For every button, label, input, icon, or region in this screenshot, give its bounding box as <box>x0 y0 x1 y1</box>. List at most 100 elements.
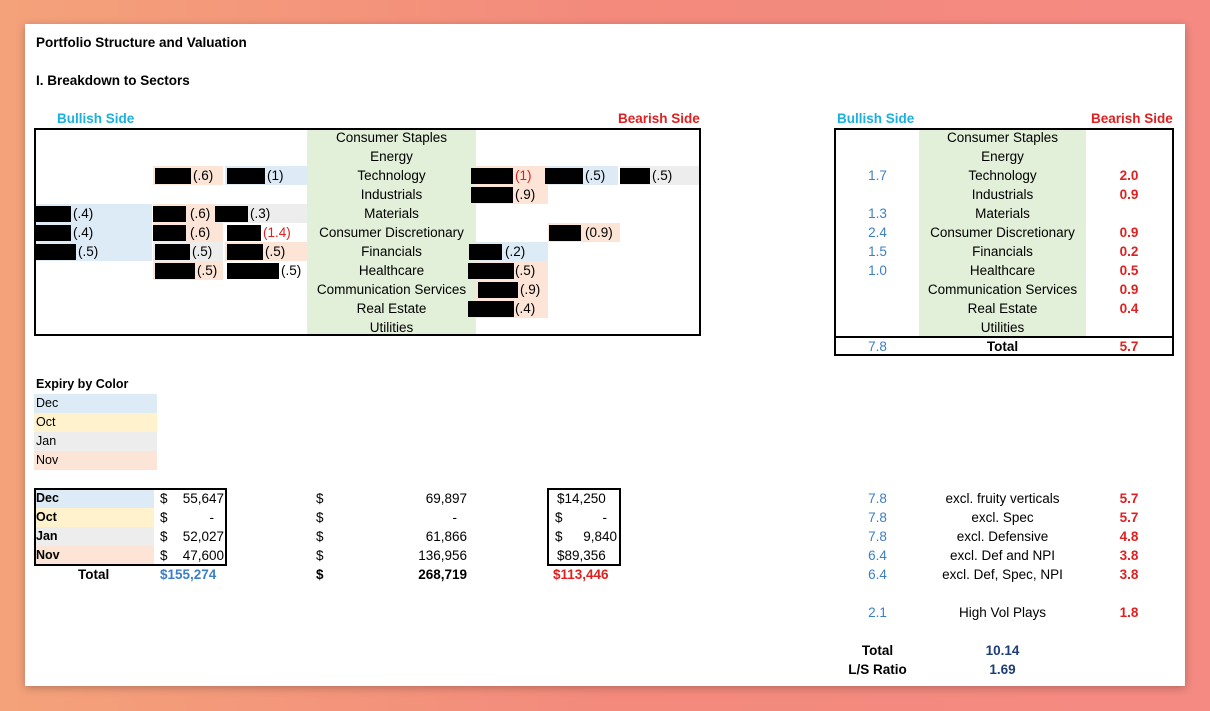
redaction <box>227 263 279 279</box>
redaction <box>227 225 261 241</box>
col-c-value: $89,356 <box>557 548 606 563</box>
position-value: (.5) <box>265 244 286 259</box>
redaction <box>468 263 514 279</box>
position-value: (0.9) <box>585 225 613 240</box>
right-bearish-label: Bearish Side <box>1091 111 1173 126</box>
right-sector-name: Consumer Discretionary <box>930 225 1075 240</box>
position-value: (.5) <box>585 168 606 183</box>
excl-bear: 5.7 <box>1119 491 1139 506</box>
bear-value: 2.0 <box>1119 168 1139 183</box>
high-vol-label: High Vol Plays <box>958 605 1047 620</box>
col-b-currency: $ <box>316 491 324 506</box>
bear-value: 0.9 <box>1119 187 1139 202</box>
position-value: (1.4) <box>263 225 291 240</box>
redaction <box>153 225 186 241</box>
position-value: (.9) <box>520 282 541 297</box>
ls-ratio-value: 1.69 <box>989 662 1016 677</box>
position-value: (.6) <box>193 168 214 183</box>
section-title: I. Breakdown to Sectors <box>36 73 190 88</box>
position-value: (.5) <box>197 263 218 278</box>
expiry-table-border <box>34 488 227 566</box>
expiry-total-b-currency: $ <box>316 567 324 582</box>
left-sector-name: Materials <box>364 206 419 221</box>
col-b-value: 69,897 <box>425 491 467 506</box>
redaction <box>155 168 191 184</box>
left-sector-name: Technology <box>357 168 426 183</box>
col-b-currency: $ <box>316 510 324 525</box>
excl-bull: 7.8 <box>868 491 887 506</box>
redaction <box>471 168 513 184</box>
bull-value: 1.5 <box>868 244 887 259</box>
bear-value: 0.2 <box>1119 244 1139 259</box>
position-value: (.4) <box>515 301 536 316</box>
left-sector-name: Utilities <box>369 320 414 335</box>
redaction <box>549 225 581 241</box>
col-c-value: $14,250 <box>557 491 606 506</box>
sector-column-bg <box>307 128 476 335</box>
total-bear: 5.7 <box>1119 339 1139 354</box>
left-sector-name: Energy <box>370 149 413 164</box>
excl-bear: 3.8 <box>1119 548 1139 563</box>
expiry-month: Oct <box>34 508 154 527</box>
col-c-value: 9,840 <box>583 529 617 544</box>
redaction <box>227 168 265 184</box>
redaction <box>471 187 513 203</box>
expiry-month: Nov <box>34 546 154 565</box>
redaction <box>34 244 76 260</box>
legend-dec: Dec <box>34 394 157 413</box>
redaction <box>34 206 71 222</box>
left-sector-name: Consumer Staples <box>335 130 448 145</box>
right-sector-name: Financials <box>972 244 1033 259</box>
col-b-currency: $ <box>316 548 324 563</box>
total-divider <box>835 336 1173 338</box>
redaction <box>469 244 502 260</box>
col-c-value: - <box>602 510 608 525</box>
right-sector-name: Utilities <box>980 320 1025 335</box>
excl-bull: 7.8 <box>868 510 887 525</box>
excl-bear: 5.7 <box>1119 510 1139 525</box>
legend-nov: Nov <box>34 451 157 470</box>
position-value: (.4) <box>73 206 94 221</box>
left-sector-table-border <box>34 128 701 336</box>
left-sector-name: Consumer Discretionary <box>319 225 464 240</box>
redaction <box>478 282 518 298</box>
left-bullish-label: Bullish Side <box>57 111 135 126</box>
position-value: (.5) <box>281 263 302 278</box>
left-sector-name: Financials <box>361 244 422 259</box>
redaction <box>155 244 190 260</box>
col-a-value: 47,600 <box>182 548 224 563</box>
bull-value: 2.4 <box>868 225 887 240</box>
redaction <box>215 206 248 222</box>
bear-value: 0.9 <box>1119 282 1139 297</box>
left-sector-name: Industrials <box>360 187 423 202</box>
position-value: (.3) <box>250 206 271 221</box>
position-value: (1) <box>515 168 532 183</box>
excl-bull: 6.4 <box>868 548 887 563</box>
col-c-currency: $ <box>555 529 563 544</box>
right-sector-name: Consumer Staples <box>946 130 1059 145</box>
expiry-total-b: 268,719 <box>418 567 467 582</box>
right-sector-name: Energy <box>981 149 1024 164</box>
right-sector-name: Real Estate <box>967 301 1038 316</box>
position-value: (1) <box>267 168 284 183</box>
col-b-value: - <box>452 510 458 525</box>
position-value: (.2) <box>505 244 526 259</box>
col-c-currency: $ <box>555 510 563 525</box>
bull-value: 1.3 <box>868 206 887 221</box>
col-b-value: 61,866 <box>425 529 467 544</box>
bull-value: 1.0 <box>868 263 887 278</box>
right-sector-name: Materials <box>975 206 1030 221</box>
redaction <box>227 244 263 260</box>
col-b-value: 136,956 <box>418 548 467 563</box>
excl-bear: 3.8 <box>1119 567 1139 582</box>
redaction <box>468 301 514 317</box>
ls-ratio-label: L/S Ratio <box>848 662 907 677</box>
high-vol-bull: 2.1 <box>868 605 887 620</box>
high-vol-bear: 1.8 <box>1119 605 1139 620</box>
excl-label: excl. Spec <box>971 510 1034 525</box>
col-a-value: 52,027 <box>182 529 224 544</box>
right-bullish-label: Bullish Side <box>837 111 915 126</box>
summary-total-value: 10.14 <box>985 643 1020 658</box>
expiry-total-a: $155,274 <box>160 567 217 582</box>
short-table-border <box>547 488 621 566</box>
